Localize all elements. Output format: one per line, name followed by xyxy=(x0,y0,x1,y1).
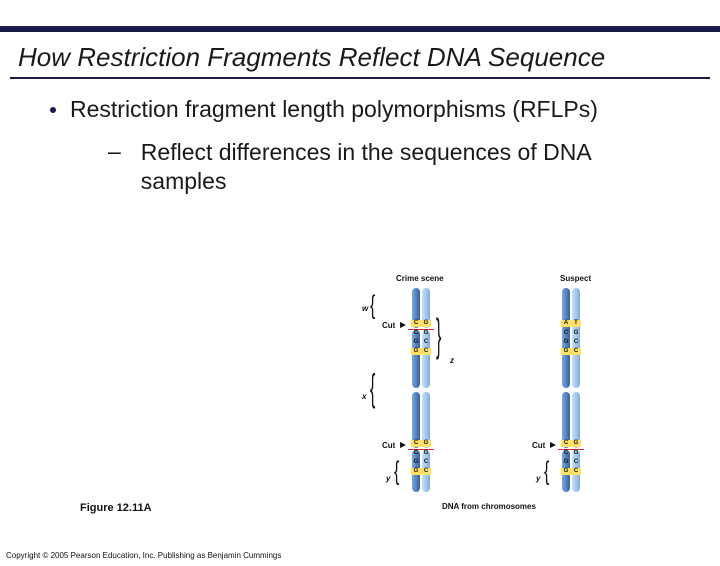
bullet-dot xyxy=(50,107,56,113)
base: A xyxy=(562,320,570,326)
base: G xyxy=(572,440,580,446)
slide-title: How Restriction Fragments Reflect DNA Se… xyxy=(0,32,720,77)
base: T xyxy=(572,320,580,326)
base: G xyxy=(412,339,420,345)
base: G xyxy=(412,348,420,354)
label-crime-scene: Crime scene xyxy=(396,274,444,283)
cut-arrow-icon xyxy=(400,442,406,448)
cut-arrow-icon xyxy=(400,322,406,328)
base: C xyxy=(572,339,580,345)
base: C xyxy=(422,348,430,354)
base: C xyxy=(422,459,430,465)
base: G xyxy=(422,450,430,456)
label-y-crime: y xyxy=(386,474,390,483)
rflp-diagram: Crime scene Suspect C G C G G C G C A xyxy=(300,274,670,524)
base: G xyxy=(572,330,580,336)
base: G xyxy=(422,440,430,446)
bullet-level1: Restriction fragment length polymorphism… xyxy=(0,79,720,124)
bullet-level2: – Reflect differences in the sequences o… xyxy=(0,124,720,196)
sub-text-1: Reflect differences in the sequences of … xyxy=(141,138,680,196)
base: G xyxy=(562,348,570,354)
base: C xyxy=(412,450,420,456)
base: C xyxy=(412,320,420,326)
suspect-strand-a1 xyxy=(562,288,570,388)
label-cut-3: Cut xyxy=(532,441,545,450)
base: G xyxy=(412,459,420,465)
brace-icon: { xyxy=(370,369,375,412)
base: C xyxy=(572,348,580,354)
bullet-text-1: Restriction fragment length polymorphism… xyxy=(70,95,598,124)
base: G xyxy=(562,459,570,465)
base: C xyxy=(412,330,420,336)
base: G xyxy=(422,330,430,336)
base: C xyxy=(422,468,430,474)
label-x: x xyxy=(362,392,366,401)
cut-arrow-icon xyxy=(550,442,556,448)
dash-icon: – xyxy=(108,138,121,165)
label-cut-1: Cut xyxy=(382,321,395,330)
label-w: w xyxy=(362,304,368,313)
label-y-suspect: y xyxy=(536,474,540,483)
label-z: z xyxy=(450,356,454,365)
brace-icon: { xyxy=(370,293,375,322)
label-cut-2: Cut xyxy=(382,441,395,450)
suspect-strand-b1 xyxy=(572,288,580,388)
brace-icon: } xyxy=(436,314,441,364)
base: C xyxy=(562,330,570,336)
base: C xyxy=(562,440,570,446)
brace-icon: { xyxy=(394,459,399,488)
base: G xyxy=(422,320,430,326)
base: G xyxy=(572,450,580,456)
base: G xyxy=(562,468,570,474)
copyright-text: Copyright © 2005 Pearson Education, Inc.… xyxy=(6,551,281,560)
base: G xyxy=(412,468,420,474)
figure-label: Figure 12.11A xyxy=(80,502,152,514)
base: C xyxy=(422,339,430,345)
base: C xyxy=(572,459,580,465)
base: G xyxy=(562,339,570,345)
brace-icon: { xyxy=(544,459,549,488)
label-dna-from: DNA from chromosomes xyxy=(442,502,536,511)
base: C xyxy=(562,450,570,456)
label-suspect: Suspect xyxy=(560,274,591,283)
base: C xyxy=(572,468,580,474)
base: C xyxy=(412,440,420,446)
